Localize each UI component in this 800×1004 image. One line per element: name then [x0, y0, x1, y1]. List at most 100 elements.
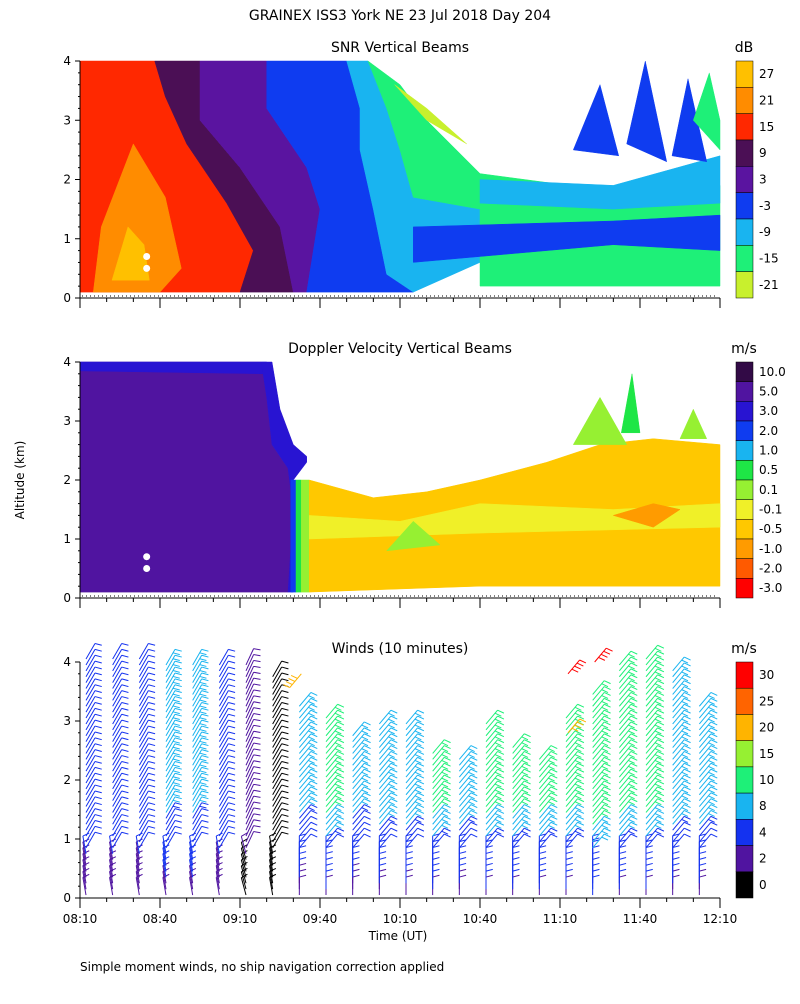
wind-barb: [165, 773, 176, 790]
wind-barb: [565, 762, 578, 778]
wind-barb: [138, 814, 149, 831]
wind-barb-flag: [201, 790, 209, 794]
wind-barb-flag: [628, 683, 635, 688]
wind-barb: [218, 690, 229, 707]
wind-barb-flag: [228, 701, 236, 705]
wind-barb: [592, 792, 605, 807]
wind-barb: [165, 761, 176, 778]
wind-barb: [85, 767, 96, 784]
wind-barb: [538, 816, 552, 831]
wind-barb-flag: [619, 868, 627, 872]
wind-barb: [245, 807, 255, 825]
wind-barb-flag: [681, 677, 689, 682]
wind-barb-flag: [619, 851, 627, 854]
wind-barb-flag: [148, 814, 156, 817]
colorbar-swatch: [735, 479, 754, 500]
wind-barb: [272, 684, 283, 701]
wind-barb-flag: [494, 807, 502, 812]
wind-barb-flag: [334, 718, 342, 723]
wind-barb: [405, 792, 418, 807]
wind-barb: [565, 827, 578, 843]
wind-barb-flag: [654, 789, 662, 794]
wind-barb-flag: [601, 765, 609, 770]
wind-barb-flag: [521, 789, 529, 794]
y-axis-label: Altitude (km): [13, 441, 27, 520]
wind-barb-flag: [628, 659, 635, 664]
wind-barb-flag: [174, 808, 182, 811]
wind-barb-flag: [468, 759, 475, 764]
wind-barb: [405, 780, 418, 796]
heatmap-region: [93, 143, 182, 293]
wind-barb-flag: [121, 784, 129, 788]
wind-barb-flag: [574, 748, 582, 753]
wind-barb-flag: [444, 804, 451, 808]
wind-barb: [458, 768, 472, 784]
wind-barb-flag: [601, 824, 609, 829]
wind-barb: [618, 692, 632, 707]
wind-barb-flag: [361, 789, 369, 794]
wind-barb-flag: [628, 754, 635, 758]
wind-barb-flag: [94, 642, 102, 646]
wind-barb: [192, 649, 203, 666]
wind-barb-flag: [121, 731, 129, 735]
wind-barb-flag: [468, 748, 475, 753]
wind-barb-flag: [604, 733, 611, 738]
wind-barb-flag: [310, 733, 318, 738]
wind-barb-flag: [657, 727, 665, 732]
wind-barb-flag: [654, 777, 662, 782]
colorbar-swatch: [735, 87, 754, 114]
wind-barb-flag: [699, 862, 707, 866]
wind-barb: [645, 709, 658, 725]
wind-barb: [218, 826, 229, 843]
wind-barb-flag: [710, 733, 718, 738]
wind-barb-flag: [148, 796, 156, 800]
wind-barb: [192, 796, 203, 813]
wind-barb-flag: [417, 792, 425, 797]
wind-barb-flag: [379, 868, 387, 872]
wind-barb-flag: [174, 737, 182, 741]
wind-barb-flag: [379, 874, 387, 878]
wind-barb-flag: [174, 684, 182, 688]
wind-barb-flag: [654, 736, 662, 741]
wind-barb: [218, 649, 229, 666]
wind-barb-flag: [121, 778, 129, 782]
wind-barb: [618, 757, 632, 772]
wind-barb: [592, 757, 605, 772]
wind-barb: [298, 821, 312, 837]
wind-barb-flag: [121, 719, 129, 723]
wind-barb-flag: [710, 821, 718, 826]
wind-barb-flag: [364, 833, 371, 838]
wind-barb: [405, 821, 418, 837]
colorbar-swatch: [735, 714, 754, 741]
wind-barb: [85, 749, 96, 766]
wind-barb: [135, 841, 140, 860]
wind-barb: [592, 751, 605, 766]
wind-barb-flag: [199, 658, 207, 662]
wind-barb: [138, 719, 149, 737]
wind-barb-flag: [654, 706, 662, 711]
wind-barb: [85, 820, 96, 837]
wind-barb-flag: [172, 746, 180, 750]
wind-barb: [192, 826, 203, 843]
wind-barb-flag: [228, 819, 236, 823]
wind-barb: [485, 833, 498, 849]
wind-barb-flag: [512, 868, 520, 872]
wind-barb-flag: [550, 815, 558, 820]
wind-barb: [298, 733, 312, 748]
wind-barb-flag: [521, 736, 529, 741]
wind-barb-flag: [494, 783, 502, 788]
wind-barb: [565, 816, 578, 831]
wind-barb-flag: [654, 712, 662, 717]
wind-barb: [485, 768, 498, 784]
wind-barb-flag: [174, 766, 182, 770]
wind-barb: [378, 727, 392, 742]
wind-barb: [245, 825, 255, 843]
wind-barb-flag: [630, 833, 638, 838]
wind-barb-flag: [94, 755, 102, 758]
wind-barb-flag: [628, 771, 635, 776]
wind-barb: [85, 660, 96, 678]
wind-barb-flag: [148, 778, 156, 782]
wind-barb-flag: [364, 762, 371, 767]
wind-barb: [645, 703, 658, 719]
wind-barb-flag: [577, 727, 585, 732]
